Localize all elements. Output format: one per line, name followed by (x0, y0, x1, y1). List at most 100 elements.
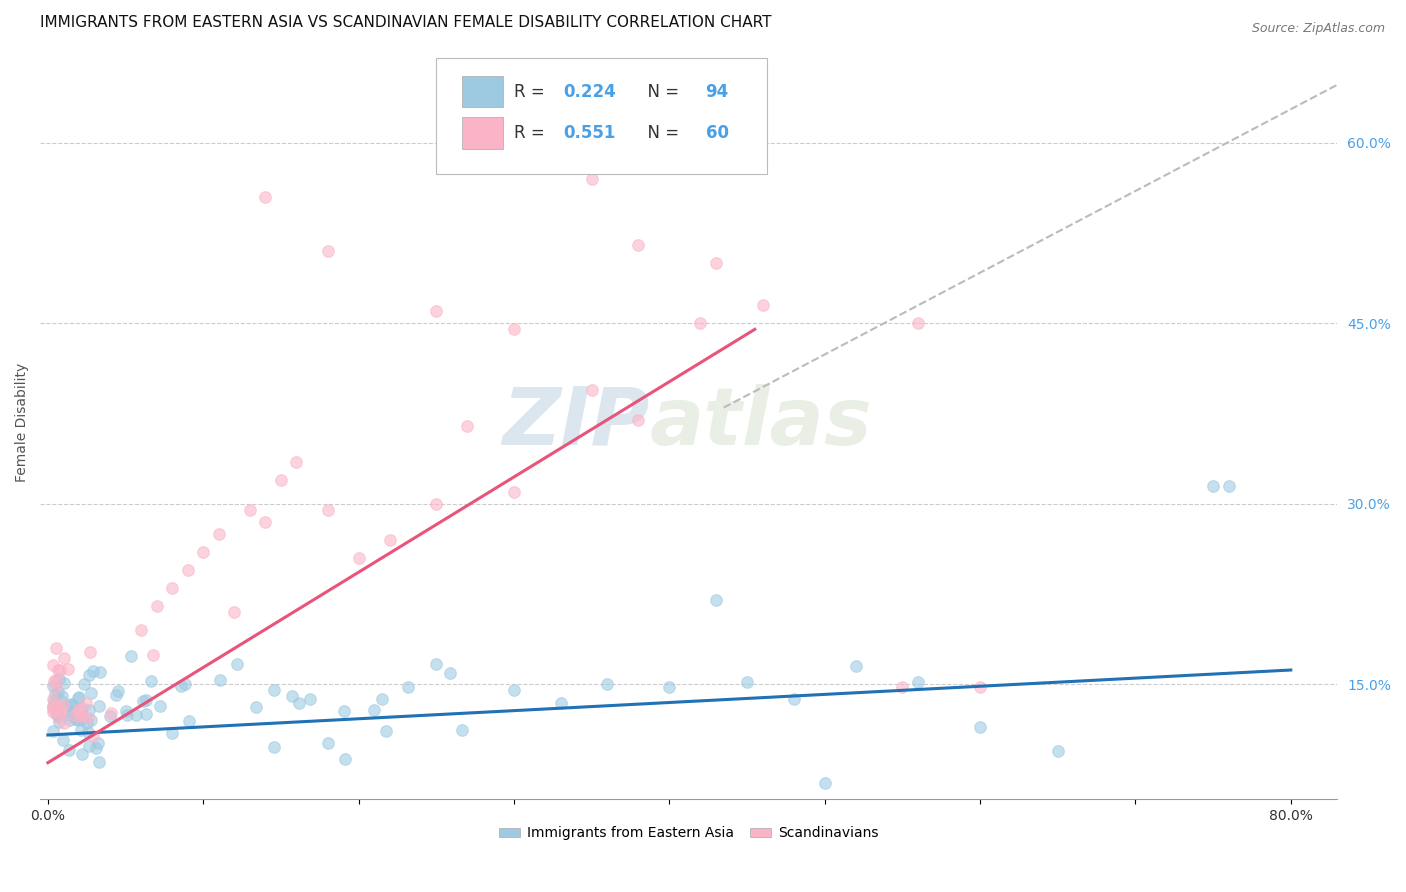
Point (98, 709, 121, 723)
Text: IMMIGRANTS FROM EASTERN ASIA VS SCANDINAVIAN FEMALE DISABILITY CORRELATION CHART: IMMIGRANTS FROM EASTERN ASIA VS SCANDINA… (41, 15, 772, 30)
Point (73, 677, 96, 691)
Point (375, 724, 398, 739)
Point (135, 706, 157, 721)
Point (120, 648, 142, 663)
Point (84, 741, 107, 756)
Point (104, 688, 127, 702)
Y-axis label: Female Disability: Female Disability (15, 363, 30, 483)
Legend: Immigrants from Eastern Asia, Scandinavians: Immigrants from Eastern Asia, Scandinavi… (494, 821, 884, 846)
Point (503, 683, 526, 698)
Text: ZIP: ZIP (502, 384, 650, 462)
Point (46, 709, 69, 723)
Point (75, 696, 97, 710)
Point (45, 641, 67, 656)
Point (65, 708, 87, 723)
Point (371, 692, 394, 706)
Point (132, 694, 155, 708)
Point (907, 675, 929, 690)
Point (439, 665, 461, 680)
Point (115, 708, 138, 723)
Point (48, 672, 70, 686)
Point (177, 714, 200, 728)
Point (42, 706, 65, 720)
Point (969, 680, 991, 694)
Point (170, 679, 193, 693)
Text: 0.224: 0.224 (562, 83, 616, 101)
FancyBboxPatch shape (436, 58, 766, 174)
Point (80, 713, 103, 727)
Point (42, 698, 65, 713)
Point (335, 751, 357, 765)
Point (704, 593, 727, 607)
Point (100, 706, 122, 721)
Point (45, 706, 67, 721)
Point (45, 673, 67, 688)
Point (891, 680, 914, 694)
Point (41, 658, 63, 673)
Point (550, 696, 572, 710)
Point (46, 707, 69, 722)
Point (52, 733, 75, 747)
Point (969, 720, 991, 734)
Point (288, 696, 311, 710)
Point (263, 682, 285, 697)
Point (316, 503, 339, 517)
Point (814, 776, 837, 790)
Point (173, 677, 195, 691)
Point (363, 703, 385, 717)
Point (581, 383, 603, 397)
Text: Source: ZipAtlas.com: Source: ZipAtlas.com (1251, 22, 1385, 36)
Point (135, 693, 157, 707)
Point (77, 739, 100, 753)
Text: N =: N = (637, 124, 685, 142)
Point (77, 724, 100, 739)
Point (1202, 479, 1225, 493)
Point (67, 690, 90, 705)
Point (581, 172, 603, 186)
Point (456, 418, 478, 433)
Point (62, 705, 84, 719)
Point (86, 736, 108, 750)
Point (82, 664, 104, 678)
Point (503, 484, 526, 499)
Point (59, 713, 82, 727)
Point (52, 676, 75, 690)
Point (270, 473, 292, 487)
Point (254, 190, 277, 204)
Point (333, 704, 356, 718)
Point (82, 730, 104, 744)
Point (254, 515, 277, 529)
Point (115, 705, 138, 719)
Point (58, 743, 80, 757)
Point (298, 692, 321, 706)
Point (59, 708, 82, 723)
Point (67, 702, 90, 716)
FancyBboxPatch shape (461, 117, 503, 149)
Text: atlas: atlas (650, 384, 873, 462)
Point (59, 698, 82, 713)
Point (141, 648, 163, 662)
Point (66, 691, 89, 706)
Point (44, 687, 66, 701)
Point (80, 686, 103, 700)
Point (70, 747, 93, 761)
Point (627, 238, 650, 252)
Point (141, 674, 163, 689)
Point (627, 412, 650, 426)
Point (48, 663, 70, 677)
Point (316, 244, 339, 258)
Point (658, 680, 681, 694)
Point (704, 256, 727, 270)
Point (42, 723, 65, 738)
Point (42, 673, 65, 688)
Point (52, 651, 75, 665)
Point (62, 698, 84, 713)
Point (42, 679, 65, 693)
Text: N =: N = (637, 83, 685, 101)
Point (503, 322, 526, 336)
Point (79, 645, 101, 659)
Text: 0.551: 0.551 (562, 124, 616, 142)
Point (280, 689, 302, 703)
Point (751, 298, 773, 312)
Point (107, 684, 129, 698)
